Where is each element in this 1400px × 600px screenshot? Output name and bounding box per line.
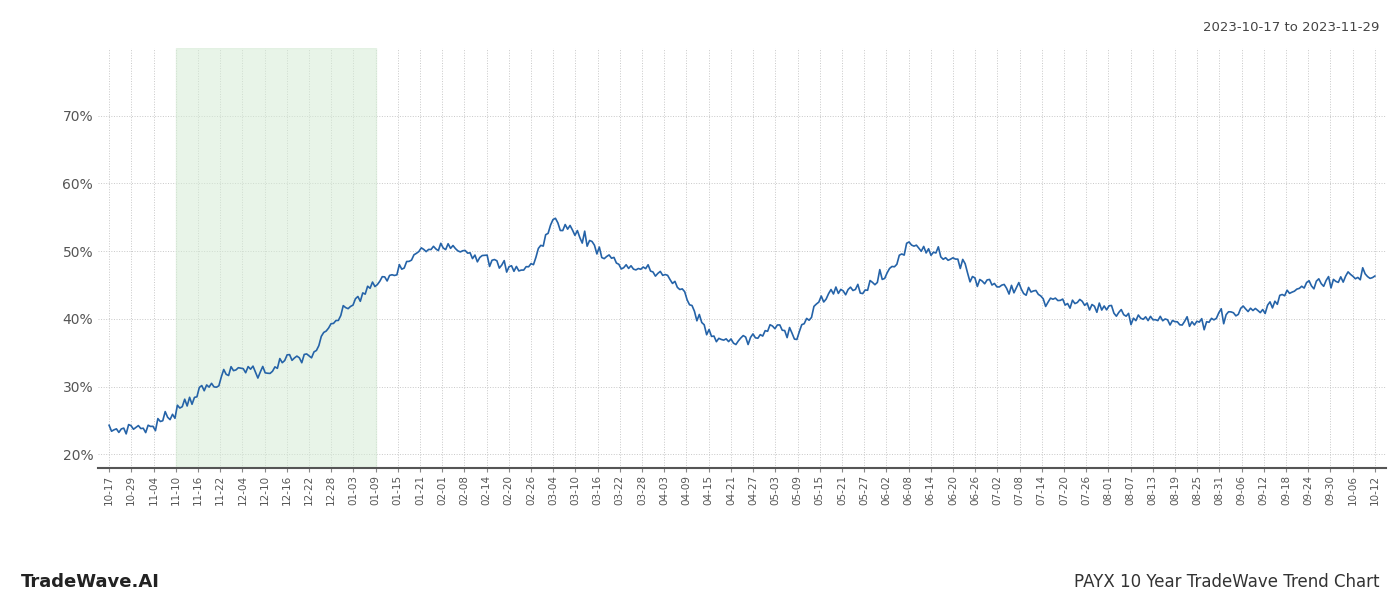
Text: 2023-10-17 to 2023-11-29: 2023-10-17 to 2023-11-29 <box>1203 21 1379 34</box>
Text: PAYX 10 Year TradeWave Trend Chart: PAYX 10 Year TradeWave Trend Chart <box>1074 573 1379 591</box>
Text: TradeWave.AI: TradeWave.AI <box>21 573 160 591</box>
Bar <box>176 48 375 468</box>
